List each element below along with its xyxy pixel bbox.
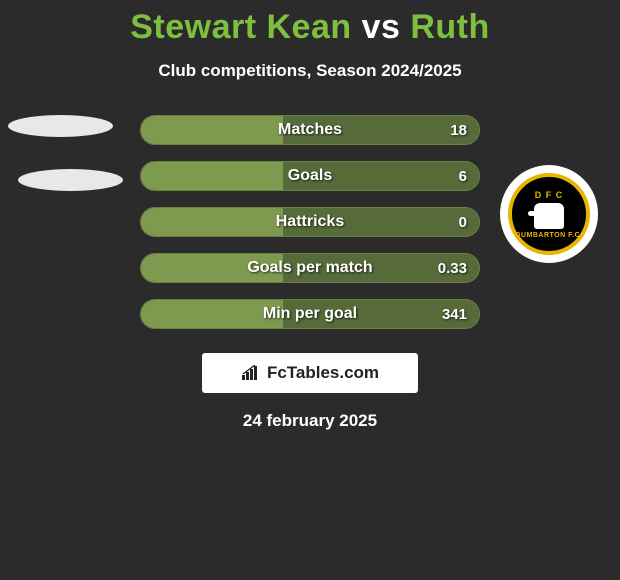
club-badge-inner: D F C DUMBARTON F.C. <box>508 173 590 255</box>
stat-bar-label: Hattricks <box>141 208 479 236</box>
page-title: Stewart Kean vs Ruth <box>0 0 620 47</box>
stat-bar-value: 0 <box>459 208 467 236</box>
player-left-avatar-2 <box>18 169 123 191</box>
stat-bar-goals: Goals 6 <box>140 161 480 191</box>
stat-bar-label: Goals <box>141 162 479 190</box>
stat-bar-value: 6 <box>459 162 467 190</box>
stat-bar-goals-per-match: Goals per match 0.33 <box>140 253 480 283</box>
player-left-avatar-1 <box>8 115 113 137</box>
brand-box: FcTables.com <box>202 353 418 393</box>
stat-bar-label: Min per goal <box>141 300 479 328</box>
club-badge: D F C DUMBARTON F.C. <box>500 165 598 263</box>
bar-chart-icon <box>241 365 261 381</box>
title-left: Stewart Kean <box>130 8 351 46</box>
brand-text: FcTables.com <box>267 363 379 383</box>
stat-bars: Matches 18 Goals 6 Hattricks 0 Goals per… <box>140 115 480 345</box>
elephant-icon <box>534 203 564 229</box>
stat-bar-matches: Matches 18 <box>140 115 480 145</box>
club-badge-top-text: D F C <box>535 190 564 200</box>
stat-bar-hattricks: Hattricks 0 <box>140 207 480 237</box>
stat-bar-value: 18 <box>450 116 467 144</box>
title-vs: vs <box>362 8 401 46</box>
stat-bar-label: Goals per match <box>141 254 479 282</box>
stat-bar-value: 0.33 <box>438 254 467 282</box>
date-text: 24 february 2025 <box>0 411 620 431</box>
stat-bar-min-per-goal: Min per goal 341 <box>140 299 480 329</box>
stats-area: D F C DUMBARTON F.C. Matches 18 Goals 6 … <box>0 115 620 335</box>
club-badge-bottom-text: DUMBARTON F.C. <box>515 232 582 239</box>
title-right: Ruth <box>410 8 489 46</box>
stat-bar-value: 341 <box>442 300 467 328</box>
stat-bar-label: Matches <box>141 116 479 144</box>
subtitle: Club competitions, Season 2024/2025 <box>0 61 620 81</box>
